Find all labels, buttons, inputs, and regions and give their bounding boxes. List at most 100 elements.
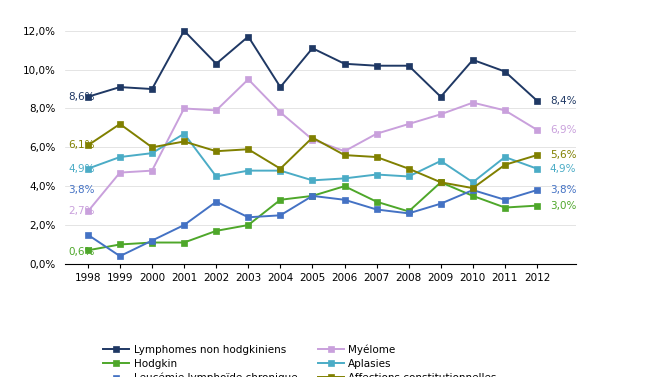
Leucémie lymphoïde chronique <box>277 213 284 218</box>
Myélome <box>84 209 92 214</box>
Leucémie lymphoïde chronique <box>341 198 349 202</box>
Text: 6,9%: 6,9% <box>550 125 576 135</box>
Aplasies <box>373 172 381 177</box>
Affections constitutionnelles <box>501 162 509 167</box>
Text: 3,8%: 3,8% <box>550 185 576 195</box>
Affections constitutionnelles <box>533 153 541 157</box>
Leucémie lymphoïde chronique <box>501 198 509 202</box>
Myélome <box>277 110 284 115</box>
Lymphomes non hodgkiniens <box>277 85 284 89</box>
Aplasies <box>533 166 541 171</box>
Myélome <box>181 106 188 111</box>
Leucémie lymphoïde chronique <box>533 188 541 192</box>
Affections constitutionnelles <box>405 166 413 171</box>
Hodgkin <box>533 203 541 208</box>
Aplasies <box>245 169 252 173</box>
Aplasies <box>181 132 188 136</box>
Hodgkin <box>437 180 445 185</box>
Affections constitutionnelles <box>437 180 445 185</box>
Affections constitutionnelles <box>341 153 349 157</box>
Hodgkin <box>116 242 124 247</box>
Text: 5,6%: 5,6% <box>550 150 576 160</box>
Lymphomes non hodgkiniens <box>405 63 413 68</box>
Aplasies <box>277 169 284 173</box>
Aplasies <box>341 176 349 181</box>
Legend: Lymphomes non hodgkiniens, Hodgkin, Leucémie lymphoïde chronique, Myélome, Aplas: Lymphomes non hodgkiniens, Hodgkin, Leuc… <box>99 340 501 377</box>
Myélome <box>245 77 252 81</box>
Aplasies <box>501 155 509 159</box>
Leucémie lymphoïde chronique <box>116 254 124 258</box>
Text: 8,6%: 8,6% <box>69 92 95 102</box>
Lymphomes non hodgkiniens <box>84 95 92 99</box>
Lymphomes non hodgkiniens <box>309 46 317 51</box>
Aplasies <box>469 180 477 185</box>
Aplasies <box>148 151 156 155</box>
Lymphomes non hodgkiniens <box>437 95 445 99</box>
Text: 8,4%: 8,4% <box>550 96 576 106</box>
Text: 6,1%: 6,1% <box>69 140 95 150</box>
Leucémie lymphoïde chronique <box>373 207 381 212</box>
Myélome <box>405 122 413 126</box>
Affections constitutionnelles <box>181 139 188 144</box>
Aplasies <box>213 174 220 179</box>
Myélome <box>501 108 509 113</box>
Line: Lymphomes non hodgkiniens: Lymphomes non hodgkiniens <box>85 28 540 103</box>
Leucémie lymphoïde chronique <box>469 188 477 192</box>
Leucémie lymphoïde chronique <box>181 223 188 227</box>
Hodgkin <box>84 248 92 253</box>
Lymphomes non hodgkiniens <box>341 61 349 66</box>
Line: Affections constitutionnelles: Affections constitutionnelles <box>85 121 540 191</box>
Text: 0,6%: 0,6% <box>69 247 95 257</box>
Aplasies <box>309 178 317 182</box>
Leucémie lymphoïde chronique <box>245 215 252 219</box>
Affections constitutionnelles <box>469 186 477 190</box>
Leucémie lymphoïde chronique <box>213 199 220 204</box>
Affections constitutionnelles <box>309 135 317 140</box>
Hodgkin <box>309 194 317 198</box>
Text: 4,9%: 4,9% <box>550 164 576 174</box>
Lymphomes non hodgkiniens <box>501 69 509 74</box>
Text: 3,8%: 3,8% <box>69 185 95 195</box>
Hodgkin <box>373 199 381 204</box>
Affections constitutionnelles <box>116 122 124 126</box>
Aplasies <box>437 159 445 163</box>
Myélome <box>469 100 477 105</box>
Lymphomes non hodgkiniens <box>148 87 156 91</box>
Affections constitutionnelles <box>148 145 156 150</box>
Myélome <box>309 137 317 142</box>
Hodgkin <box>277 198 284 202</box>
Lymphomes non hodgkiniens <box>213 61 220 66</box>
Myélome <box>148 169 156 173</box>
Hodgkin <box>181 240 188 245</box>
Text: 3,0%: 3,0% <box>550 201 576 211</box>
Myélome <box>373 132 381 136</box>
Myélome <box>116 170 124 175</box>
Line: Myélome: Myélome <box>85 77 540 214</box>
Myélome <box>437 112 445 116</box>
Hodgkin <box>469 194 477 198</box>
Leucémie lymphoïde chronique <box>437 201 445 206</box>
Myélome <box>533 127 541 132</box>
Hodgkin <box>405 209 413 214</box>
Leucémie lymphoïde chronique <box>309 194 317 198</box>
Text: 4,9%: 4,9% <box>69 164 95 174</box>
Leucémie lymphoïde chronique <box>405 211 413 216</box>
Leucémie lymphoïde chronique <box>84 233 92 237</box>
Aplasies <box>116 155 124 159</box>
Line: Aplasies: Aplasies <box>85 131 540 185</box>
Hodgkin <box>213 228 220 233</box>
Hodgkin <box>245 223 252 227</box>
Line: Hodgkin: Hodgkin <box>85 179 540 253</box>
Aplasies <box>84 166 92 171</box>
Affections constitutionnelles <box>245 147 252 152</box>
Text: 2,7%: 2,7% <box>69 207 95 216</box>
Myélome <box>213 108 220 113</box>
Lymphomes non hodgkiniens <box>181 29 188 33</box>
Line: Leucémie lymphoïde chronique: Leucémie lymphoïde chronique <box>85 187 540 259</box>
Lymphomes non hodgkiniens <box>116 85 124 89</box>
Hodgkin <box>148 240 156 245</box>
Affections constitutionnelles <box>277 166 284 171</box>
Lymphomes non hodgkiniens <box>469 58 477 62</box>
Lymphomes non hodgkiniens <box>533 98 541 103</box>
Aplasies <box>405 174 413 179</box>
